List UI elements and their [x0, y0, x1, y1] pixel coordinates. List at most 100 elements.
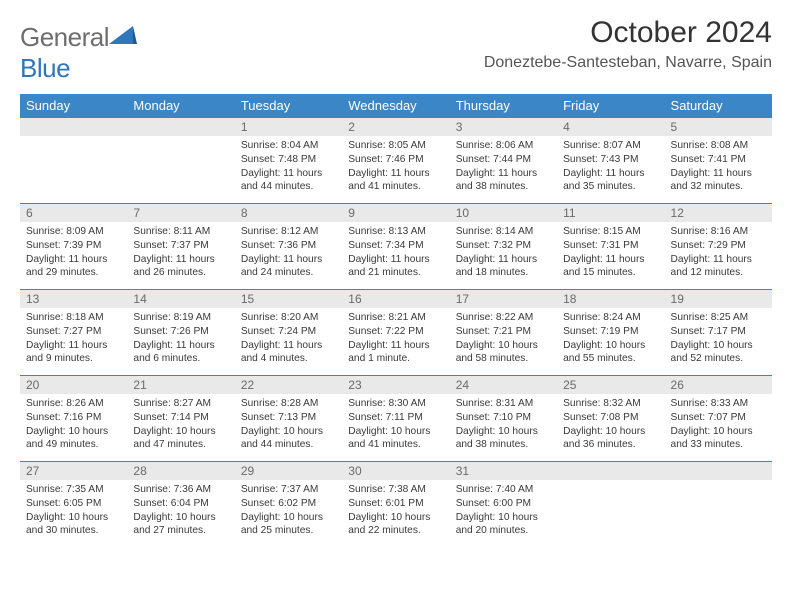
day-number: 28 [127, 461, 234, 480]
day-content: Sunrise: 8:32 AMSunset: 7:08 PMDaylight:… [557, 394, 664, 458]
day-number: 31 [450, 461, 557, 480]
daylight-line: Daylight: 11 hours and 9 minutes. [26, 339, 121, 367]
day-content: Sunrise: 8:08 AMSunset: 7:41 PMDaylight:… [665, 136, 772, 200]
sunrise-line: Sunrise: 8:30 AM [348, 397, 443, 411]
logo-text: General Blue [20, 22, 137, 84]
calendar-row: 20Sunrise: 8:26 AMSunset: 7:16 PMDayligh… [20, 375, 772, 461]
sunset-line: Sunset: 7:31 PM [563, 239, 658, 253]
calendar-cell: 28Sunrise: 7:36 AMSunset: 6:04 PMDayligh… [127, 461, 234, 547]
day-number: 16 [342, 289, 449, 308]
day-number: 22 [235, 375, 342, 394]
day-content: Sunrise: 8:12 AMSunset: 7:36 PMDaylight:… [235, 222, 342, 286]
sunset-line: Sunset: 7:17 PM [671, 325, 766, 339]
day-number: 26 [665, 375, 772, 394]
sunset-line: Sunset: 7:14 PM [133, 411, 228, 425]
day-content: Sunrise: 8:33 AMSunset: 7:07 PMDaylight:… [665, 394, 772, 458]
day-number [127, 117, 234, 136]
calendar-cell: 31Sunrise: 7:40 AMSunset: 6:00 PMDayligh… [450, 461, 557, 547]
day-number: 27 [20, 461, 127, 480]
day-content [20, 136, 127, 145]
calendar-cell: 22Sunrise: 8:28 AMSunset: 7:13 PMDayligh… [235, 375, 342, 461]
daylight-line: Daylight: 10 hours and 44 minutes. [241, 425, 336, 453]
day-number: 18 [557, 289, 664, 308]
title-block: October 2024 Doneztebe-Santesteban, Nava… [484, 16, 772, 72]
day-content: Sunrise: 8:07 AMSunset: 7:43 PMDaylight:… [557, 136, 664, 200]
sunrise-line: Sunrise: 8:26 AM [26, 397, 121, 411]
day-number [20, 117, 127, 136]
sunset-line: Sunset: 7:37 PM [133, 239, 228, 253]
day-content: Sunrise: 8:20 AMSunset: 7:24 PMDaylight:… [235, 308, 342, 372]
sunset-line: Sunset: 6:04 PM [133, 497, 228, 511]
day-content: Sunrise: 8:05 AMSunset: 7:46 PMDaylight:… [342, 136, 449, 200]
calendar-cell: 17Sunrise: 8:22 AMSunset: 7:21 PMDayligh… [450, 289, 557, 375]
day-content: Sunrise: 8:27 AMSunset: 7:14 PMDaylight:… [127, 394, 234, 458]
day-number: 6 [20, 203, 127, 222]
day-number: 11 [557, 203, 664, 222]
calendar-cell: 7Sunrise: 8:11 AMSunset: 7:37 PMDaylight… [127, 203, 234, 289]
day-number: 25 [557, 375, 664, 394]
calendar-cell: 5Sunrise: 8:08 AMSunset: 7:41 PMDaylight… [665, 117, 772, 203]
daylight-line: Daylight: 10 hours and 27 minutes. [133, 511, 228, 539]
day-content: Sunrise: 8:14 AMSunset: 7:32 PMDaylight:… [450, 222, 557, 286]
calendar-row: 27Sunrise: 7:35 AMSunset: 6:05 PMDayligh… [20, 461, 772, 547]
daylight-line: Daylight: 10 hours and 22 minutes. [348, 511, 443, 539]
sunset-line: Sunset: 7:27 PM [26, 325, 121, 339]
sunset-line: Sunset: 7:07 PM [671, 411, 766, 425]
daylight-line: Daylight: 11 hours and 1 minute. [348, 339, 443, 367]
day-content: Sunrise: 7:36 AMSunset: 6:04 PMDaylight:… [127, 480, 234, 544]
logo: General Blue [20, 22, 137, 84]
location-subtitle: Doneztebe-Santesteban, Navarre, Spain [484, 54, 772, 72]
day-number: 17 [450, 289, 557, 308]
sunset-line: Sunset: 7:46 PM [348, 153, 443, 167]
header: General Blue October 2024 Doneztebe-Sant… [20, 16, 772, 84]
weekday-header: Friday [557, 94, 664, 117]
sunset-line: Sunset: 7:36 PM [241, 239, 336, 253]
day-number: 8 [235, 203, 342, 222]
calendar-cell-empty [127, 117, 234, 203]
daylight-line: Daylight: 10 hours and 38 minutes. [456, 425, 551, 453]
calendar-cell: 6Sunrise: 8:09 AMSunset: 7:39 PMDaylight… [20, 203, 127, 289]
month-title: October 2024 [484, 16, 772, 50]
day-number: 9 [342, 203, 449, 222]
sunset-line: Sunset: 7:13 PM [241, 411, 336, 425]
sunset-line: Sunset: 7:44 PM [456, 153, 551, 167]
calendar-cell: 29Sunrise: 7:37 AMSunset: 6:02 PMDayligh… [235, 461, 342, 547]
sunset-line: Sunset: 7:08 PM [563, 411, 658, 425]
day-content: Sunrise: 8:06 AMSunset: 7:44 PMDaylight:… [450, 136, 557, 200]
day-content: Sunrise: 8:25 AMSunset: 7:17 PMDaylight:… [665, 308, 772, 372]
sunrise-line: Sunrise: 7:36 AM [133, 483, 228, 497]
logo-word-1: General [20, 22, 109, 52]
sunset-line: Sunset: 6:05 PM [26, 497, 121, 511]
sunrise-line: Sunrise: 7:40 AM [456, 483, 551, 497]
sunrise-line: Sunrise: 8:24 AM [563, 311, 658, 325]
day-content: Sunrise: 8:18 AMSunset: 7:27 PMDaylight:… [20, 308, 127, 372]
calendar-cell: 15Sunrise: 8:20 AMSunset: 7:24 PMDayligh… [235, 289, 342, 375]
calendar-table: SundayMondayTuesdayWednesdayThursdayFrid… [20, 94, 772, 547]
daylight-line: Daylight: 10 hours and 36 minutes. [563, 425, 658, 453]
sunrise-line: Sunrise: 8:18 AM [26, 311, 121, 325]
day-number: 21 [127, 375, 234, 394]
sunrise-line: Sunrise: 8:05 AM [348, 139, 443, 153]
sunrise-line: Sunrise: 7:38 AM [348, 483, 443, 497]
sunset-line: Sunset: 6:01 PM [348, 497, 443, 511]
daylight-line: Daylight: 11 hours and 26 minutes. [133, 253, 228, 281]
calendar-cell: 4Sunrise: 8:07 AMSunset: 7:43 PMDaylight… [557, 117, 664, 203]
day-content: Sunrise: 8:28 AMSunset: 7:13 PMDaylight:… [235, 394, 342, 458]
sunrise-line: Sunrise: 8:06 AM [456, 139, 551, 153]
weekday-header: Sunday [20, 94, 127, 117]
calendar-cell: 18Sunrise: 8:24 AMSunset: 7:19 PMDayligh… [557, 289, 664, 375]
daylight-line: Daylight: 11 hours and 32 minutes. [671, 167, 766, 195]
weekday-header: Wednesday [342, 94, 449, 117]
day-content: Sunrise: 8:31 AMSunset: 7:10 PMDaylight:… [450, 394, 557, 458]
sunset-line: Sunset: 7:34 PM [348, 239, 443, 253]
sunset-line: Sunset: 7:21 PM [456, 325, 551, 339]
sunrise-line: Sunrise: 8:20 AM [241, 311, 336, 325]
sunrise-line: Sunrise: 8:28 AM [241, 397, 336, 411]
sunset-line: Sunset: 7:19 PM [563, 325, 658, 339]
day-content: Sunrise: 8:16 AMSunset: 7:29 PMDaylight:… [665, 222, 772, 286]
calendar-row: 1Sunrise: 8:04 AMSunset: 7:48 PMDaylight… [20, 117, 772, 203]
day-number: 15 [235, 289, 342, 308]
day-number [665, 461, 772, 480]
day-content [557, 480, 664, 489]
day-number: 7 [127, 203, 234, 222]
